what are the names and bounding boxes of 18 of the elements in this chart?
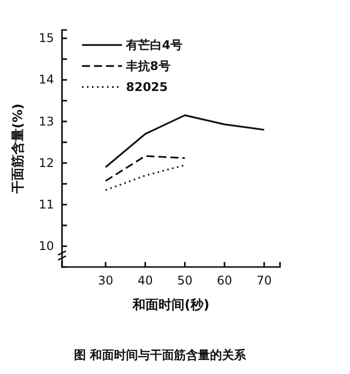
y-tick-label: 12	[38, 156, 54, 170]
line-series	[104, 114, 265, 168]
x-tick-label: 60	[216, 273, 232, 288]
x-tick-label: 30	[98, 273, 114, 288]
text: 图 和面时间与干面筋含量的关系	[74, 348, 248, 362]
legend-label: 有芒白4号	[125, 38, 182, 52]
y-tick-label: 14	[38, 72, 54, 87]
y-tick-label: 10	[38, 239, 54, 254]
y-tick-label: 15	[38, 31, 54, 46]
x-axis-title: 和面时间(秒)	[132, 297, 210, 313]
y-tick-label: 13	[38, 114, 54, 128]
y-tick-label: 11	[38, 197, 54, 212]
x-tick-label: 40	[138, 273, 153, 288]
x-tick-label: 70	[256, 273, 272, 288]
x-tick-label: 50	[177, 273, 193, 288]
y-axis-title: 干面筋含量(%)	[10, 104, 26, 194]
legend-label: 丰抗8号	[125, 59, 170, 73]
legend-label: 82025	[126, 80, 168, 94]
